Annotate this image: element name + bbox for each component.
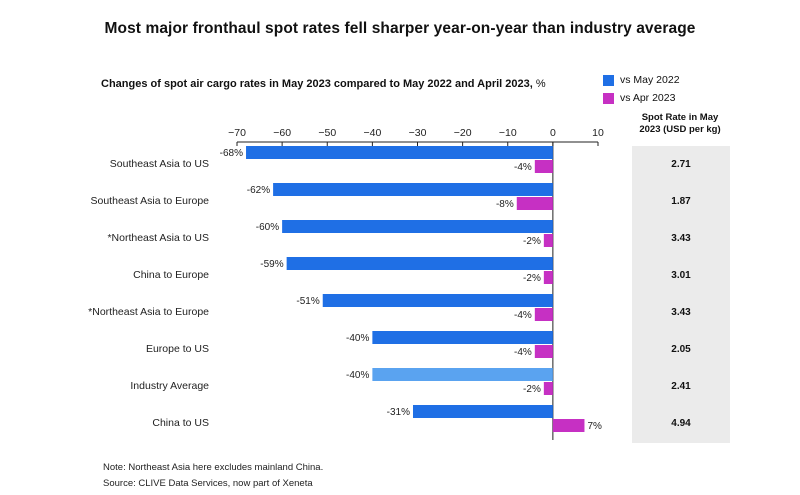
data-label-vs-may-2022: -40% [346,333,369,344]
note-text: Note: Northeast Asia here excludes mainl… [103,462,324,473]
bar-vs-may-2022 [282,220,553,233]
spot-rate-panel [632,146,730,443]
category-label: Industry Average [130,380,209,392]
spot-rate-value: 2.71 [671,159,691,170]
category-label: Europe to US [146,343,209,355]
data-label-vs-may-2022: -68% [220,148,243,159]
spot-rate-heading-line1: Spot Rate in May [641,112,719,123]
x-tick-label: 10 [592,127,604,139]
bar-vs-apr-2023 [543,382,553,395]
legend-swatch-may-2022 [603,74,614,86]
legend-swatch-apr-2023 [603,92,614,104]
bar-vs-may-2022 [322,294,553,307]
spot-rate-value: 2.05 [671,344,691,355]
spot-rate-value: 1.87 [671,196,691,207]
data-label-vs-apr-2023: -2% [523,273,541,284]
legend-item-may-2022: vs May 2022 [603,74,680,86]
data-label-vs-may-2022: -51% [296,296,319,307]
data-label-vs-may-2022: -62% [247,185,270,196]
chart-subtitle-unit: % [532,78,546,90]
data-label-vs-apr-2023: -2% [523,236,541,247]
category-label: Southeast Asia to US [110,158,209,170]
data-label-vs-apr-2023: -4% [514,162,532,173]
spot-rate-heading: Spot Rate in May 2023 (USD per kg) [630,112,730,136]
category-label: Southeast Asia to Europe [91,195,210,207]
bar-vs-apr-2023 [534,345,553,358]
data-label-vs-may-2022: -31% [387,407,410,418]
x-tick-label: −60 [273,127,291,139]
data-label-vs-may-2022: -60% [256,222,279,233]
category-label: *Northeast Asia to US [107,232,209,244]
data-label-vs-apr-2023: -2% [523,384,541,395]
bar-vs-may-2022 [273,183,553,196]
bar-vs-may-2022 [372,368,553,381]
x-tick-label: −20 [454,127,472,139]
source-text: Source: CLIVE Data Services, now part of… [103,478,313,489]
spot-rate-value: 3.01 [671,270,691,281]
spot-rate-value: 4.94 [671,418,691,429]
bar-vs-apr-2023 [516,197,553,210]
bar-vs-apr-2023 [552,419,585,432]
x-tick-label: −50 [318,127,336,139]
spot-rate-value: 3.43 [671,233,691,244]
bar-vs-may-2022 [286,257,553,270]
spot-rate-value: 3.43 [671,307,691,318]
chart-subtitle-text: Changes of spot air cargo rates in May 2… [101,78,533,90]
x-tick-label: −70 [228,127,246,139]
data-label-vs-may-2022: -40% [346,370,369,381]
legend-label-may-2022: vs May 2022 [620,74,680,86]
spot-rate-value: 2.41 [671,381,691,392]
bar-vs-apr-2023 [534,308,553,321]
category-label: *Northeast Asia to Europe [88,306,209,318]
data-label-vs-apr-2023: -4% [514,347,532,358]
x-tick-label: −40 [363,127,381,139]
chart-title: Most major fronthaul spot rates fell sha… [104,20,696,37]
data-label-vs-apr-2023: -4% [514,310,532,321]
x-tick-label: −10 [499,127,517,139]
legend-item-apr-2023: vs Apr 2023 [603,92,675,104]
spot-rate-heading-line2: 2023 (USD per kg) [639,124,721,135]
bar-vs-may-2022 [412,405,553,418]
bar-vs-may-2022 [372,331,553,344]
category-label: China to US [152,417,209,429]
data-label-vs-may-2022: -59% [260,259,283,270]
data-label-vs-apr-2023: 7% [587,421,602,432]
bar-vs-apr-2023 [543,234,553,247]
category-label: China to Europe [133,269,209,281]
legend-label-apr-2023: vs Apr 2023 [620,92,676,104]
chart-subtitle: Changes of spot air cargo rates in May 2… [101,78,546,90]
x-tick-label: −30 [409,127,427,139]
x-tick-label: 0 [550,127,556,139]
bar-vs-apr-2023 [534,160,553,173]
bar-vs-may-2022 [246,146,553,159]
data-label-vs-apr-2023: -8% [496,199,514,210]
bar-vs-apr-2023 [543,271,553,284]
